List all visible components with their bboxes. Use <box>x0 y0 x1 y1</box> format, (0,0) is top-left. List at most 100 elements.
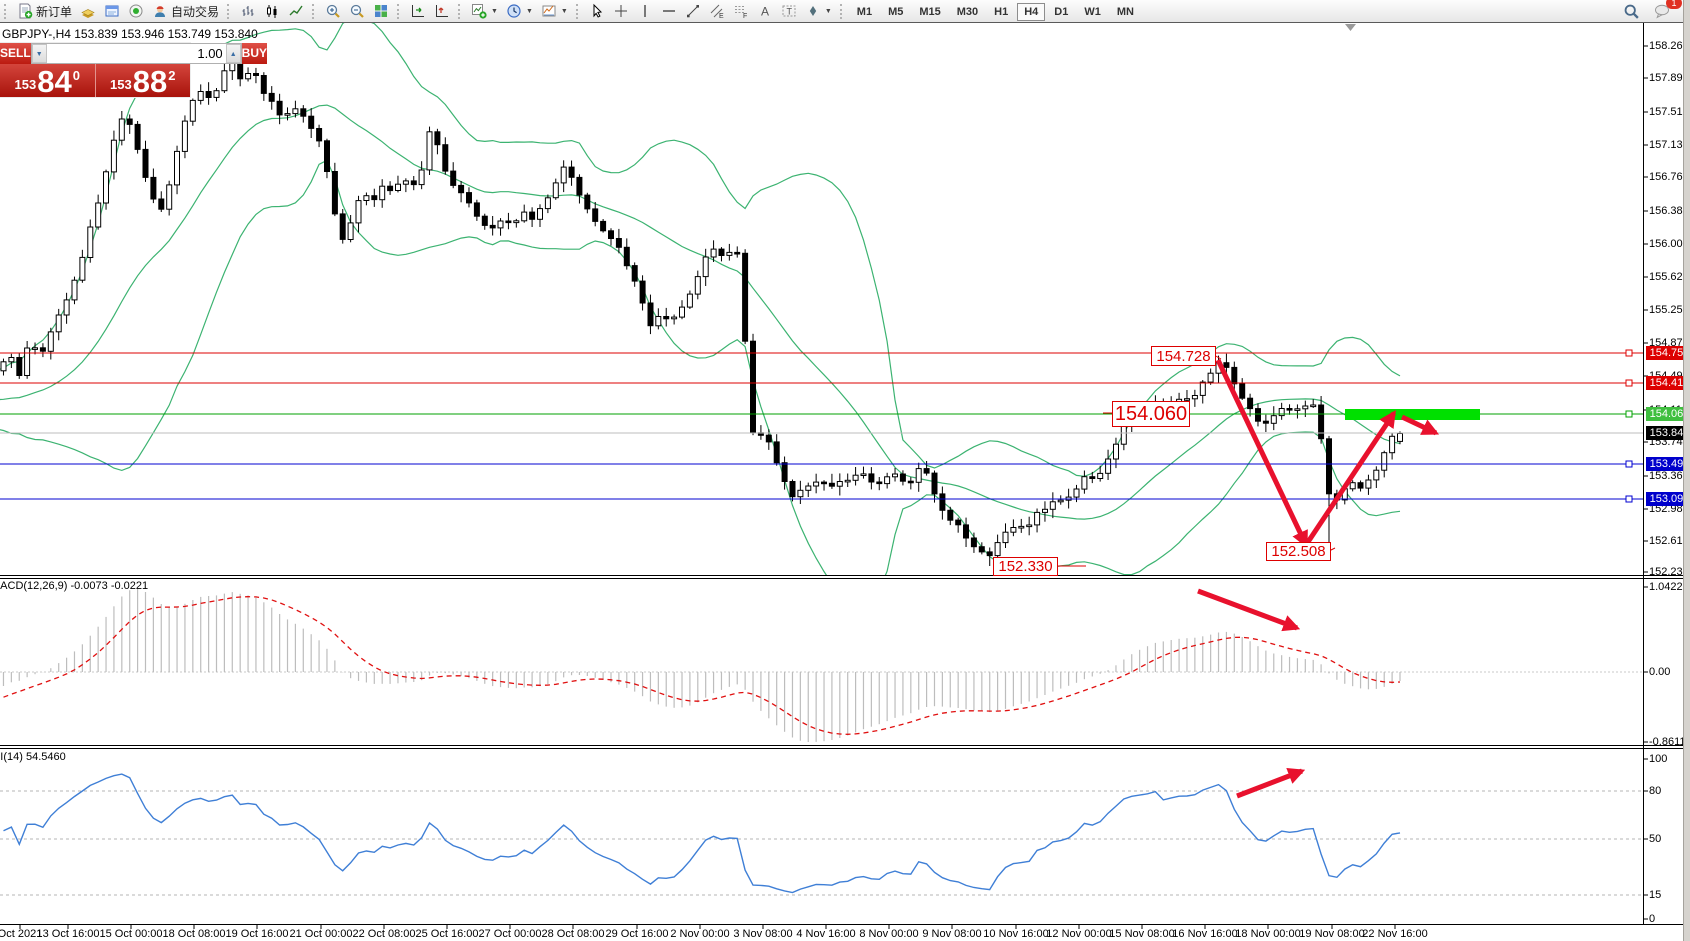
time-axis-label: Oct 2021 <box>0 928 43 940</box>
time-axis-label: 10 Nov 16:00 <box>983 928 1049 940</box>
chart-shift-button[interactable] <box>430 1 454 21</box>
time-axis-label: 13 Oct 16:00 <box>36 928 100 940</box>
timeframe-m1[interactable]: M1 <box>856 6 873 18</box>
price-annotation-box[interactable]: 154.728 <box>1151 346 1216 366</box>
new-order-button[interactable]: 新订单 <box>13 1 76 21</box>
price-annotation-box[interactable]: 152.508 <box>1266 542 1331 561</box>
red-trend-arrow[interactable] <box>1215 358 1309 549</box>
text-tool-button[interactable]: A <box>753 1 777 21</box>
price-level-tag: 153.840 <box>1646 426 1690 440</box>
templates-dropdown-caret: ▼ <box>560 7 568 15</box>
red-trend-arrow[interactable] <box>1400 414 1440 436</box>
crosshair-icon <box>614 5 627 17</box>
timeframe-h1[interactable]: H1 <box>994 6 1009 18</box>
cursor-tool-button[interactable] <box>585 1 609 21</box>
equidistant-channel-tool-button[interactable]: E <box>705 1 729 21</box>
buy-button[interactable]: BUY <box>241 43 268 64</box>
arrows-tool-button[interactable]: ▼ <box>801 1 836 21</box>
toolbar-right: 1 <box>1619 0 1684 21</box>
price-annotation-box[interactable]: 152.330 <box>993 557 1058 576</box>
text-label-tool-button[interactable]: T <box>777 1 801 21</box>
time-axis-label: 25 Oct 16:00 <box>415 928 479 940</box>
toolbar-grip <box>227 3 232 19</box>
time-axis-label: 15 Nov 08:00 <box>1109 928 1175 940</box>
volume-input[interactable] <box>46 44 226 63</box>
periods-button[interactable]: ▼ <box>502 1 537 21</box>
timeframe-w1[interactable]: W1 <box>1084 6 1101 18</box>
svg-text:A: A <box>761 5 769 19</box>
search-button[interactable] <box>1619 1 1644 21</box>
data-window-button[interactable] <box>100 1 124 21</box>
market-watch-button[interactable] <box>76 1 100 21</box>
timeframe-m5[interactable]: M5 <box>888 6 904 18</box>
red-trend-arrow[interactable] <box>1236 767 1306 799</box>
candlestick-chart-button[interactable] <box>260 1 284 21</box>
templates-icon <box>542 5 556 17</box>
svg-text:E: E <box>719 13 724 19</box>
macd-axis-label: 0.00 <box>1649 666 1671 678</box>
svg-text:T: T <box>786 7 792 17</box>
fibonacci-icon: F <box>734 6 747 19</box>
sell-price[interactable]: 153 84 0 <box>0 64 95 97</box>
red-trend-arrow[interactable] <box>1303 410 1397 547</box>
data-window-icon <box>105 5 119 17</box>
bar-chart-button[interactable] <box>236 1 260 21</box>
buy-price[interactable]: 153 88 2 <box>94 64 191 97</box>
volume-increase-button[interactable]: ▲ <box>225 44 241 63</box>
notifications-button[interactable]: 1 <box>1650 0 1682 21</box>
zoom-in-button[interactable] <box>321 1 345 21</box>
crosshair-tool-button[interactable] <box>609 1 633 21</box>
auto-scroll-button[interactable] <box>406 1 430 21</box>
price-annotation-box[interactable]: 154.060 <box>1112 401 1190 427</box>
time-axis-label: 29 Oct 16:00 <box>605 928 669 940</box>
templates-button[interactable]: ▼ <box>537 1 572 21</box>
one-click-order-panel: SELL ▼ ▲ BUY 153 84 0 153 88 2 <box>0 43 268 97</box>
price-level-tag: 154.757 <box>1646 346 1690 360</box>
new-order-label: 新订单 <box>36 4 73 19</box>
sell-button[interactable]: SELL <box>0 43 31 64</box>
trendline-tool-button[interactable] <box>681 1 705 21</box>
equidistant-channel-icon: E <box>710 4 724 19</box>
timeframe-mn[interactable]: MN <box>1116 6 1134 18</box>
autotrading-button[interactable]: 自动交易 <box>148 1 223 21</box>
red-trend-arrow[interactable] <box>1197 588 1301 632</box>
indicators-button[interactable]: ▼ <box>467 1 502 21</box>
volume-decrease-button[interactable]: ▼ <box>31 44 47 63</box>
rsi-axis-label: 0 <box>1649 913 1656 925</box>
auto-scroll-icon <box>412 5 425 17</box>
time-axis-label: 21 Oct 00:00 <box>289 928 353 940</box>
navigator-button[interactable] <box>124 1 148 21</box>
timeframe-d1[interactable]: D1 <box>1054 6 1069 18</box>
tile-windows-button[interactable] <box>369 1 393 21</box>
time-axis-label: 3 Nov 08:00 <box>733 928 793 940</box>
time-axis-label: 18 Oct 08:00 <box>162 928 226 940</box>
window-edge-strip <box>1683 0 1690 941</box>
price-axis-label: 153.360 <box>1649 470 1689 482</box>
line-chart-button[interactable] <box>284 1 308 21</box>
fibonacci-tool-button[interactable]: F <box>729 1 753 21</box>
horizontal-line-tool-button[interactable] <box>657 1 681 21</box>
timeframe-h4[interactable]: H4 <box>1017 3 1046 21</box>
shapes-dropdown-caret: ▼ <box>824 7 832 15</box>
price-axis-label: 155.620 <box>1649 271 1689 283</box>
macd-axis-label: 1.0422 <box>1649 581 1683 593</box>
vertical-line-tool-button[interactable] <box>633 1 657 21</box>
toolbar-grip <box>839 3 845 19</box>
zoom-in-icon <box>326 4 340 18</box>
timeframe-m30[interactable]: M30 <box>956 6 979 18</box>
price-axis-label: 157.130 <box>1649 139 1689 151</box>
horizontal-line-icon <box>662 10 675 12</box>
time-axis-label: 22 Nov 16:00 <box>1362 928 1428 940</box>
vertical-line-icon <box>644 5 646 17</box>
time-axis-label: 18 Nov 00:00 <box>1235 928 1301 940</box>
toolbar-grip <box>458 3 463 19</box>
time-axis-label: 16 Nov 16:00 <box>1172 928 1238 940</box>
timeframe-m15[interactable]: M15 <box>919 6 941 18</box>
price-axis-label: 157.890 <box>1649 72 1689 84</box>
zoom-out-button[interactable] <box>345 1 369 21</box>
time-axis-label: 15 Oct 00:00 <box>99 928 163 940</box>
chat-bubble-icon <box>1655 4 1669 19</box>
bollinger-bands <box>0 23 1401 576</box>
